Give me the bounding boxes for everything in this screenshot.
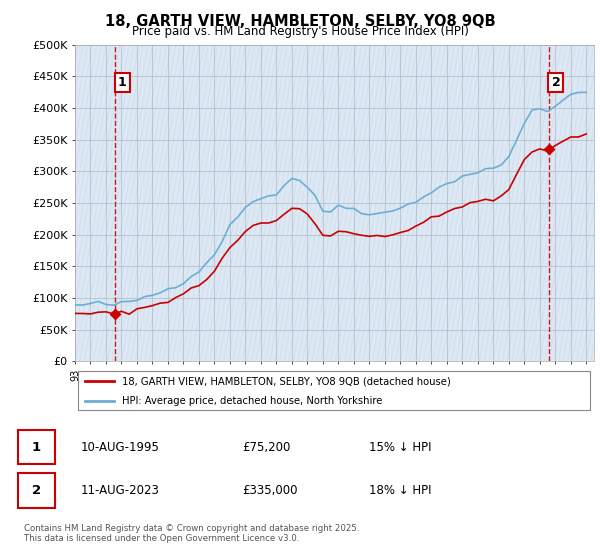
Text: £75,200: £75,200 (242, 441, 291, 454)
Text: Contains HM Land Registry data © Crown copyright and database right 2025.
This d: Contains HM Land Registry data © Crown c… (24, 524, 359, 543)
Text: Price paid vs. HM Land Registry's House Price Index (HPI): Price paid vs. HM Land Registry's House … (131, 25, 469, 38)
FancyBboxPatch shape (77, 371, 590, 410)
Text: 18% ↓ HPI: 18% ↓ HPI (369, 484, 431, 497)
Text: 1: 1 (118, 76, 127, 89)
Text: HPI: Average price, detached house, North Yorkshire: HPI: Average price, detached house, Nort… (122, 396, 382, 406)
Text: 2: 2 (551, 76, 560, 89)
Text: £335,000: £335,000 (242, 484, 298, 497)
Text: 2: 2 (32, 484, 41, 497)
Text: 11-AUG-2023: 11-AUG-2023 (81, 484, 160, 497)
Text: 18, GARTH VIEW, HAMBLETON, SELBY, YO8 9QB (detached house): 18, GARTH VIEW, HAMBLETON, SELBY, YO8 9Q… (122, 376, 451, 386)
Text: 18, GARTH VIEW, HAMBLETON, SELBY, YO8 9QB: 18, GARTH VIEW, HAMBLETON, SELBY, YO8 9Q… (104, 14, 496, 29)
FancyBboxPatch shape (18, 473, 55, 508)
FancyBboxPatch shape (18, 430, 55, 464)
Text: 10-AUG-1995: 10-AUG-1995 (81, 441, 160, 454)
Text: 1: 1 (32, 441, 41, 454)
Text: 15% ↓ HPI: 15% ↓ HPI (369, 441, 431, 454)
